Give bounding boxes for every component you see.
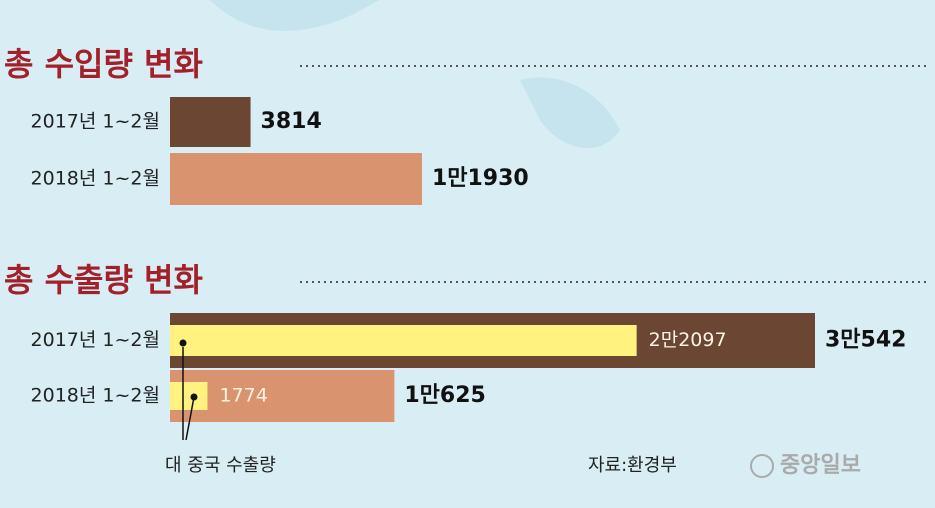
category-label: 2017년 1~2월	[31, 329, 160, 351]
overlay-bar	[170, 382, 208, 410]
overlay-value-label: 2만2097	[649, 329, 727, 351]
logo: 중앙일보	[780, 453, 861, 478]
source: 자료:환경부	[588, 455, 677, 476]
category-label: 2017년 1~2월	[31, 111, 160, 133]
category-label: 2018년 1~2월	[31, 385, 160, 407]
logo-icon	[750, 454, 774, 478]
annotation: 대 중국 수출량	[165, 455, 276, 476]
value-label: 1만1930	[432, 166, 529, 191]
value-label: 3814	[261, 109, 322, 134]
category-label: 2018년 1~2월	[31, 168, 160, 190]
bar	[170, 97, 251, 147]
bar	[170, 153, 422, 205]
overlay-bar	[170, 325, 637, 356]
value-label: 3만542	[825, 328, 906, 353]
chart-title: 총 수출량 변화	[4, 261, 203, 299]
annotation-dot	[179, 339, 187, 347]
value-label: 1만625	[404, 383, 485, 408]
overlay-value-label: 1774	[219, 385, 267, 407]
background-map	[210, 0, 620, 149]
annotation-line	[185, 396, 195, 441]
chart-title: 총 수입량 변화	[4, 45, 203, 83]
